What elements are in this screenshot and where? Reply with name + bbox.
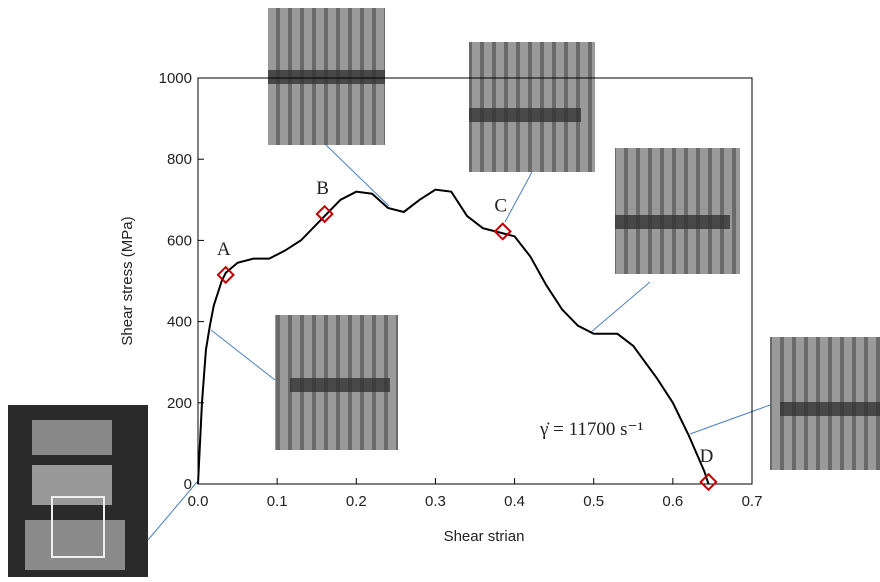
inset bbox=[615, 148, 740, 274]
y-tick-label: 1000 bbox=[159, 70, 192, 87]
curve bbox=[197, 188, 710, 485]
arrow bbox=[589, 281, 651, 334]
x-tick-label: 0.7 bbox=[742, 493, 763, 510]
x-tick-label: 0.2 bbox=[346, 493, 367, 510]
y-tick-label: 800 bbox=[167, 151, 192, 168]
x-tick-label: 0.1 bbox=[267, 493, 288, 510]
plot-frame bbox=[197, 77, 753, 485]
y-tick-label: 600 bbox=[167, 232, 192, 249]
arrow bbox=[210, 329, 276, 381]
point-label: C bbox=[494, 195, 507, 216]
marker bbox=[493, 222, 512, 241]
x-tick-label: 0.6 bbox=[662, 493, 683, 510]
arrows bbox=[147, 144, 771, 541]
x-tick-label: 0.3 bbox=[425, 493, 446, 510]
x-tick-label: 0.5 bbox=[583, 493, 604, 510]
arrow bbox=[147, 481, 198, 541]
point-label: B bbox=[316, 178, 329, 199]
inset-images bbox=[8, 8, 880, 577]
point-label: D bbox=[700, 446, 714, 467]
y-tick-label: 200 bbox=[167, 395, 192, 412]
inset bbox=[268, 8, 385, 145]
x-axis-label: Shear strian bbox=[444, 528, 525, 545]
arrow bbox=[689, 404, 771, 435]
arrow bbox=[504, 171, 533, 223]
y-axis-label: Shear stress (MPa) bbox=[119, 216, 136, 345]
inset bbox=[770, 337, 880, 470]
x-tick-label: 0.0 bbox=[188, 493, 209, 510]
y-tick-label: 0 bbox=[184, 476, 192, 493]
point-label: A bbox=[217, 239, 231, 260]
inset bbox=[275, 315, 398, 450]
marker bbox=[216, 265, 235, 285]
x-tick-label: 0.4 bbox=[504, 493, 525, 510]
annotation: γ̇ = 11700 s⁻¹ bbox=[539, 419, 644, 440]
inset bbox=[469, 42, 595, 172]
marker bbox=[699, 472, 718, 492]
arrow bbox=[325, 144, 390, 207]
y-tick-label: 400 bbox=[167, 314, 192, 331]
marker bbox=[315, 204, 334, 224]
photo-inset bbox=[8, 405, 148, 577]
